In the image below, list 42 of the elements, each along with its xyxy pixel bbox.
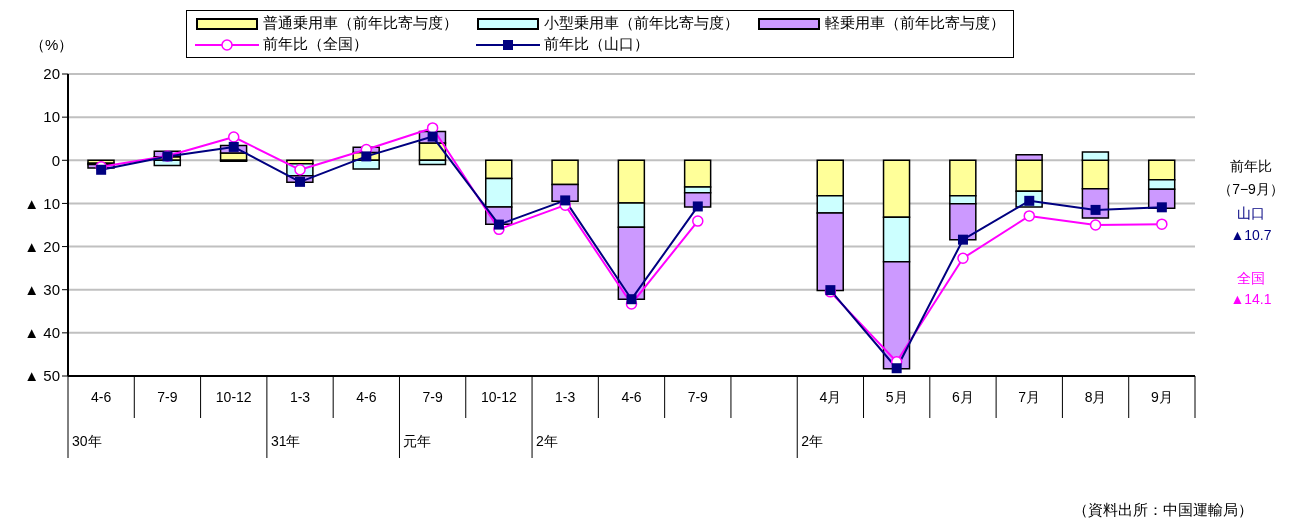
x-tick-label: 10-12 <box>481 389 518 405</box>
text: ▲14.1 <box>1229 291 1273 307</box>
legend-label: 小型乗用車（前年比寄与度） <box>544 14 739 33</box>
y-tick-label: 0 <box>51 151 60 169</box>
x-tick-label: 7-9 <box>687 389 709 405</box>
x-tick-label: 4-6 <box>91 389 112 405</box>
y-tick-label: ▲ 30 <box>24 281 60 299</box>
x-tick-label: 1-3 <box>555 389 576 405</box>
x-tick-label: 4-6 <box>621 389 642 405</box>
legend-label: 軽乗用車（前年比寄与度） <box>825 14 1005 33</box>
y-tick-label: ▲ 20 <box>24 237 60 255</box>
y-tick-label: 20 <box>43 65 60 83</box>
text: 2年 <box>536 433 558 449</box>
x-tick-label: 1-3 <box>289 389 311 405</box>
text: 元年 <box>403 433 432 449</box>
y-tick-label: 10 <box>43 108 60 126</box>
y-axis-title: （%） <box>30 36 74 55</box>
text: （資料出所：中国運輸局） <box>1073 501 1253 520</box>
x-tick-label: 7-9 <box>422 389 443 405</box>
legend-label: 前年比（山口） <box>544 35 649 54</box>
x-tick-label: 10-12 <box>215 389 252 405</box>
x-tick-label: 7月 <box>1018 389 1041 405</box>
y-tick-label: ▲ 50 <box>24 367 60 385</box>
text: 山口 <box>1236 205 1266 223</box>
y-tick-label: ▲ 10 <box>24 194 60 212</box>
text: 全国 <box>1236 270 1266 288</box>
x-tick-label: 5月 <box>885 389 908 405</box>
text: （7−9月） <box>1217 181 1285 199</box>
x-tick-label: 8月 <box>1084 389 1107 405</box>
x-tick-label: 4月 <box>819 389 842 405</box>
x-tick-label: 6月 <box>952 389 974 405</box>
legend-label: 前年比（全国） <box>263 35 368 54</box>
y-tick-label: ▲ 40 <box>24 324 60 342</box>
text: ▲10.7 <box>1229 227 1273 243</box>
text: 31年 <box>270 433 301 449</box>
text: 30年 <box>72 433 102 449</box>
x-tick-label: 4-6 <box>356 389 377 405</box>
x-tick-label: 7-9 <box>157 389 178 405</box>
legend-label: 普通乗用車（前年比寄与度） <box>263 14 458 33</box>
x-tick-label: 9月 <box>1150 389 1173 405</box>
text: 2年 <box>801 433 824 449</box>
text: 前年比 <box>1229 158 1273 176</box>
